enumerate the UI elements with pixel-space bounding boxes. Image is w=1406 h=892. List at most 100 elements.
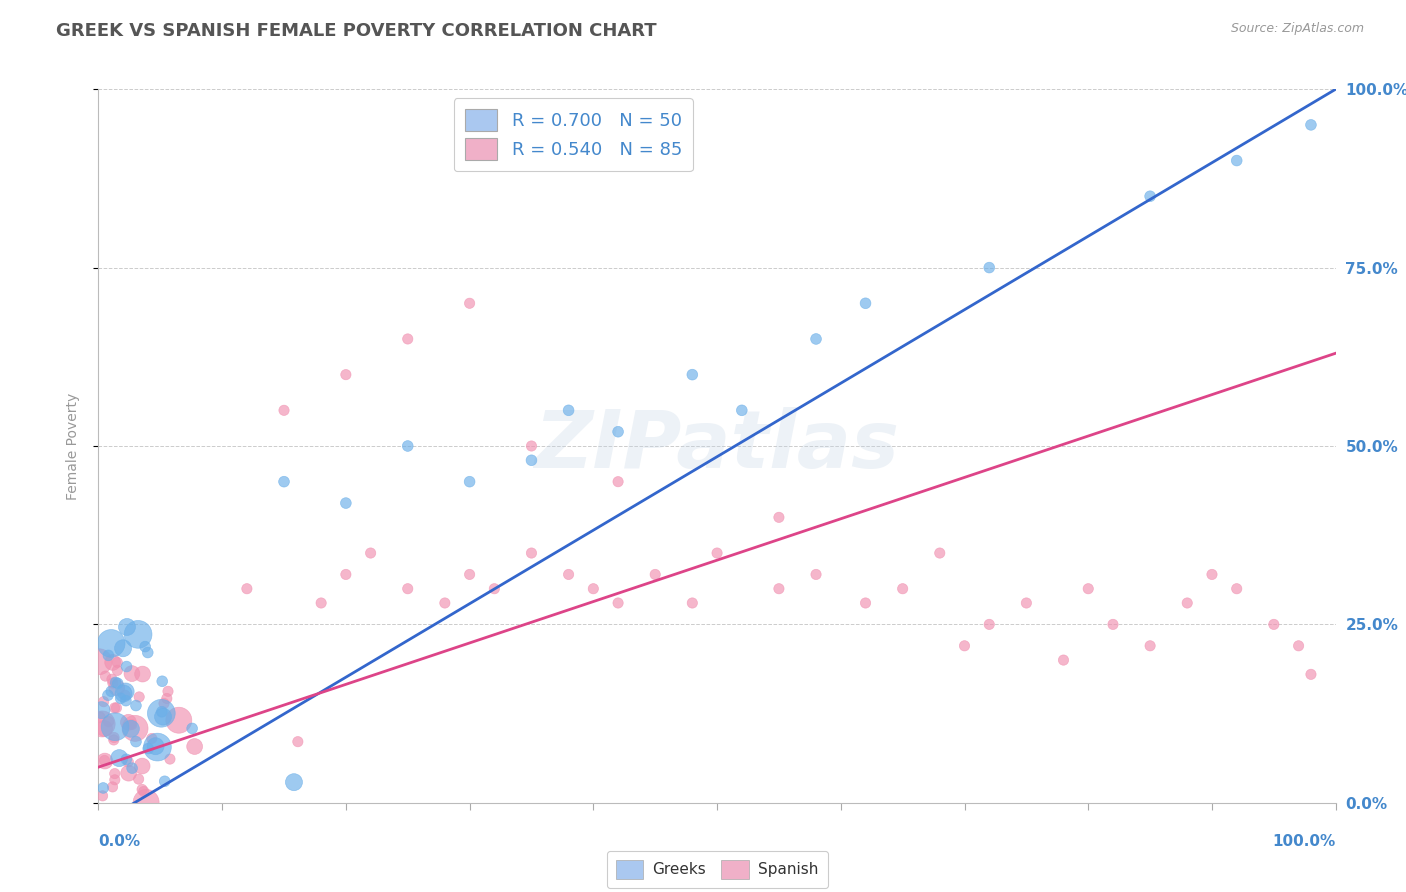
Point	[117, 715, 139, 730]
Point	[107, 676, 129, 690]
Point	[1077, 582, 1099, 596]
Point	[131, 782, 153, 797]
Point	[644, 567, 666, 582]
Point	[1226, 153, 1249, 168]
Point	[100, 684, 122, 698]
Point	[115, 752, 138, 766]
Point	[183, 739, 205, 754]
Point	[90, 703, 112, 717]
Point	[97, 714, 120, 729]
Point	[136, 741, 159, 756]
Point	[273, 475, 295, 489]
Point	[979, 617, 1001, 632]
Text: ZIPatlas: ZIPatlas	[534, 407, 900, 485]
Point	[117, 755, 139, 769]
Point	[104, 675, 127, 690]
Point	[89, 710, 111, 724]
Point	[1263, 617, 1285, 632]
Point	[1299, 118, 1322, 132]
Point	[706, 546, 728, 560]
Point	[283, 775, 305, 789]
Point	[135, 796, 157, 810]
Point	[87, 655, 110, 669]
Text: 0.0%: 0.0%	[98, 834, 141, 849]
Point	[855, 296, 877, 310]
Point	[141, 731, 163, 746]
Point	[891, 582, 914, 596]
Point	[128, 690, 150, 704]
Point	[91, 789, 114, 803]
Point	[582, 582, 605, 596]
Point	[433, 596, 456, 610]
Point	[114, 684, 136, 698]
Point	[273, 403, 295, 417]
Point	[607, 425, 630, 439]
Point	[396, 582, 419, 596]
Point	[112, 686, 135, 700]
Point	[121, 666, 143, 681]
Point	[104, 772, 127, 787]
Point	[928, 546, 950, 560]
Point	[104, 720, 127, 734]
Point	[309, 596, 332, 610]
Point	[1299, 667, 1322, 681]
Point	[1226, 582, 1249, 596]
Point	[287, 734, 309, 748]
Point	[94, 669, 117, 683]
Point	[131, 759, 153, 773]
Point	[458, 296, 481, 310]
Point	[150, 674, 173, 689]
Point	[136, 646, 159, 660]
Point	[768, 510, 790, 524]
Point	[146, 740, 169, 755]
Point	[94, 754, 117, 768]
Point	[396, 439, 419, 453]
Point	[105, 664, 128, 678]
Point	[458, 475, 481, 489]
Point	[103, 731, 125, 745]
Point	[121, 717, 143, 731]
Point	[125, 734, 148, 748]
Point	[127, 627, 149, 641]
Point	[105, 681, 128, 695]
Point	[115, 620, 138, 634]
Point	[101, 780, 124, 794]
Point	[153, 774, 176, 789]
Point	[681, 596, 703, 610]
Point	[145, 739, 167, 754]
Point	[100, 636, 122, 650]
Point	[335, 496, 357, 510]
Point	[181, 722, 204, 736]
Point	[131, 667, 153, 681]
Point	[607, 475, 630, 489]
Point	[150, 706, 173, 721]
Point	[557, 567, 579, 582]
Point	[121, 761, 143, 775]
Point	[115, 659, 138, 673]
Point	[1288, 639, 1310, 653]
Point	[120, 722, 142, 736]
Y-axis label: Female Poverty: Female Poverty	[66, 392, 80, 500]
Point	[156, 684, 179, 698]
Point	[979, 260, 1001, 275]
Point	[93, 754, 115, 768]
Point	[804, 567, 827, 582]
Point	[117, 766, 139, 780]
Point	[152, 709, 174, 723]
Point	[112, 641, 135, 656]
Point	[167, 713, 190, 727]
Point	[1139, 189, 1161, 203]
Point	[681, 368, 703, 382]
Point	[108, 751, 131, 765]
Legend: Greeks, Spanish: Greeks, Spanish	[606, 851, 828, 888]
Point	[520, 439, 543, 453]
Text: 100.0%: 100.0%	[1272, 834, 1336, 849]
Point	[150, 705, 173, 719]
Point	[607, 596, 630, 610]
Text: Source: ZipAtlas.com: Source: ZipAtlas.com	[1230, 22, 1364, 36]
Point	[396, 332, 419, 346]
Point	[458, 567, 481, 582]
Point	[1175, 596, 1198, 610]
Point	[360, 546, 382, 560]
Point	[335, 368, 357, 382]
